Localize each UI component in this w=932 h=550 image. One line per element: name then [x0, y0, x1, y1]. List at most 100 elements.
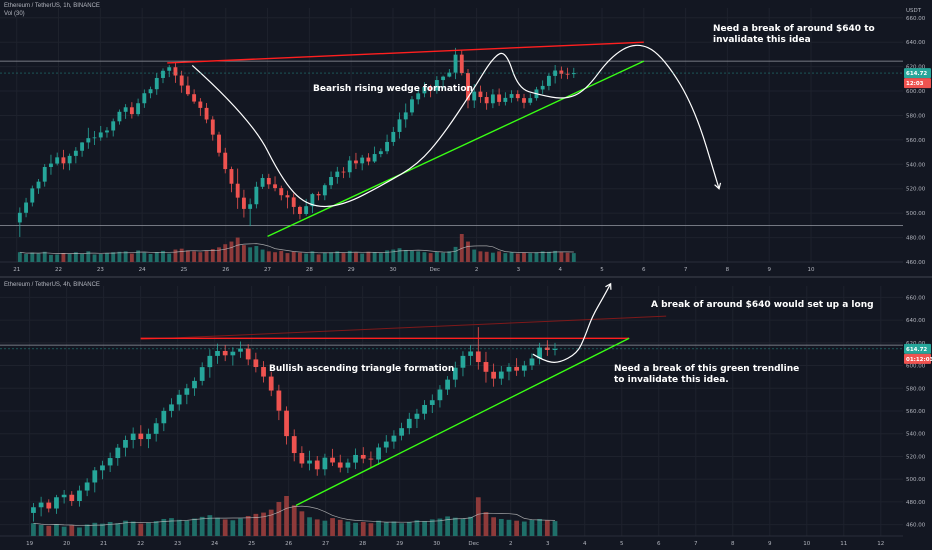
candle-body[interactable] — [235, 183, 240, 198]
candle-body[interactable] — [148, 89, 153, 94]
candle-body[interactable] — [261, 367, 266, 377]
candle-body[interactable] — [67, 155, 72, 164]
candle-body[interactable] — [217, 134, 221, 153]
candle-body[interactable] — [497, 94, 502, 102]
candle-body[interactable] — [54, 497, 59, 509]
candle-body[interactable] — [230, 351, 236, 356]
candle-body[interactable] — [215, 351, 220, 356]
candle-body[interactable] — [222, 351, 228, 356]
candle-body[interactable] — [399, 428, 404, 436]
candle-body[interactable] — [111, 121, 116, 131]
candle-body[interactable] — [223, 152, 228, 170]
candle-body[interactable] — [123, 107, 128, 112]
candle-body[interactable] — [559, 70, 564, 74]
candle-body[interactable] — [546, 75, 551, 86]
candle-body[interactable] — [173, 67, 178, 76]
candle-body[interactable] — [92, 470, 98, 483]
candle-body[interactable] — [337, 462, 343, 468]
candle-body[interactable] — [192, 94, 197, 102]
candle-body[interactable] — [291, 197, 296, 207]
candle-body[interactable] — [55, 157, 60, 164]
candle-body[interactable] — [478, 91, 483, 98]
candle-body[interactable] — [123, 439, 128, 448]
candle-body[interactable] — [360, 157, 365, 164]
candle-body[interactable] — [299, 453, 305, 464]
candle-body[interactable] — [322, 185, 327, 196]
candle-body[interactable] — [38, 502, 44, 508]
candle-body[interactable] — [238, 348, 243, 352]
candle-body[interactable] — [184, 388, 190, 395]
candle-body[interactable] — [304, 206, 309, 215]
candle-body[interactable] — [49, 163, 53, 167]
candle-body[interactable] — [153, 423, 159, 434]
candle-body[interactable] — [129, 107, 134, 115]
candle-body[interactable] — [521, 365, 527, 371]
candle-body[interactable] — [483, 362, 489, 372]
candle-body[interactable] — [24, 202, 28, 213]
candle-body[interactable] — [410, 99, 414, 113]
candle-body[interactable] — [298, 206, 302, 215]
candle-body[interactable] — [161, 410, 167, 424]
candle-body[interactable] — [117, 111, 122, 122]
candle-body[interactable] — [498, 371, 504, 379]
candle-body[interactable] — [179, 75, 184, 86]
candle-body[interactable] — [314, 460, 320, 470]
candle-body[interactable] — [192, 380, 197, 389]
candle-body[interactable] — [466, 73, 470, 101]
candle-body[interactable] — [571, 73, 576, 75]
candle-body[interactable] — [428, 87, 433, 91]
candle-body[interactable] — [445, 379, 450, 390]
candle-body[interactable] — [61, 157, 66, 164]
support-trendline[interactable] — [267, 60, 645, 237]
candle-body[interactable] — [42, 166, 47, 182]
candle-body[interactable] — [353, 454, 358, 463]
candle-body[interactable] — [136, 103, 141, 115]
candle-body[interactable] — [565, 73, 570, 75]
candle-body[interactable] — [506, 366, 512, 372]
candle-body[interactable] — [279, 188, 284, 196]
candle-body[interactable] — [453, 54, 458, 73]
candle-body[interactable] — [199, 367, 205, 381]
chart-1h-svg[interactable]: 21 22 23 24 25 26 27 28 29 30 Dec 2 3 4 5 6 7 8 9 10660.006… — [0, 0, 932, 276]
candle-body[interactable] — [391, 435, 397, 442]
candle-body[interactable] — [378, 151, 383, 155]
candle-body[interactable] — [528, 98, 533, 103]
candle-body[interactable] — [268, 376, 274, 391]
candle-body[interactable] — [115, 447, 121, 459]
candle-body[interactable] — [260, 177, 265, 187]
candle-body[interactable] — [529, 358, 535, 366]
candle-body[interactable] — [335, 171, 340, 178]
candle-body[interactable] — [509, 94, 514, 98]
support-trendline[interactable] — [295, 337, 630, 506]
projection-path[interactable] — [532, 283, 612, 363]
candle-body[interactable] — [253, 359, 259, 368]
candle-body[interactable] — [515, 94, 520, 99]
candle-body[interactable] — [198, 101, 203, 108]
candle-body[interactable] — [322, 457, 328, 470]
candle-body[interactable] — [540, 85, 545, 90]
candle-body[interactable] — [368, 458, 374, 460]
candle-body[interactable] — [484, 97, 489, 104]
candle-body[interactable] — [31, 507, 36, 513]
candle-body[interactable] — [46, 502, 52, 509]
chart-panel-4h[interactable]: 19 20 21 22 23 24 25 26 27 28 29 30 Dec 2 3 4 5 6 7 8 9 10 11 1… — [0, 278, 932, 550]
candle-body[interactable] — [86, 138, 91, 143]
panel-divider[interactable] — [0, 275, 932, 278]
candle-body[interactable] — [169, 404, 174, 411]
candle-body[interactable] — [36, 181, 41, 189]
candle-body[interactable] — [241, 197, 246, 209]
candle-body[interactable] — [207, 355, 213, 368]
candle-body[interactable] — [360, 454, 366, 459]
candle-body[interactable] — [422, 87, 427, 94]
candle-body[interactable] — [422, 404, 427, 414]
candle-body[interactable] — [472, 91, 477, 101]
candle-body[interactable] — [146, 433, 151, 440]
candle-body[interactable] — [383, 441, 389, 448]
candle-body[interactable] — [354, 160, 358, 164]
faint-resistance-trendline[interactable] — [140, 315, 667, 340]
candle-body[interactable] — [273, 184, 277, 189]
candle-body[interactable] — [553, 70, 558, 76]
candle-body[interactable] — [92, 137, 97, 139]
candle-body[interactable] — [130, 433, 136, 440]
candle-body[interactable] — [204, 107, 209, 120]
